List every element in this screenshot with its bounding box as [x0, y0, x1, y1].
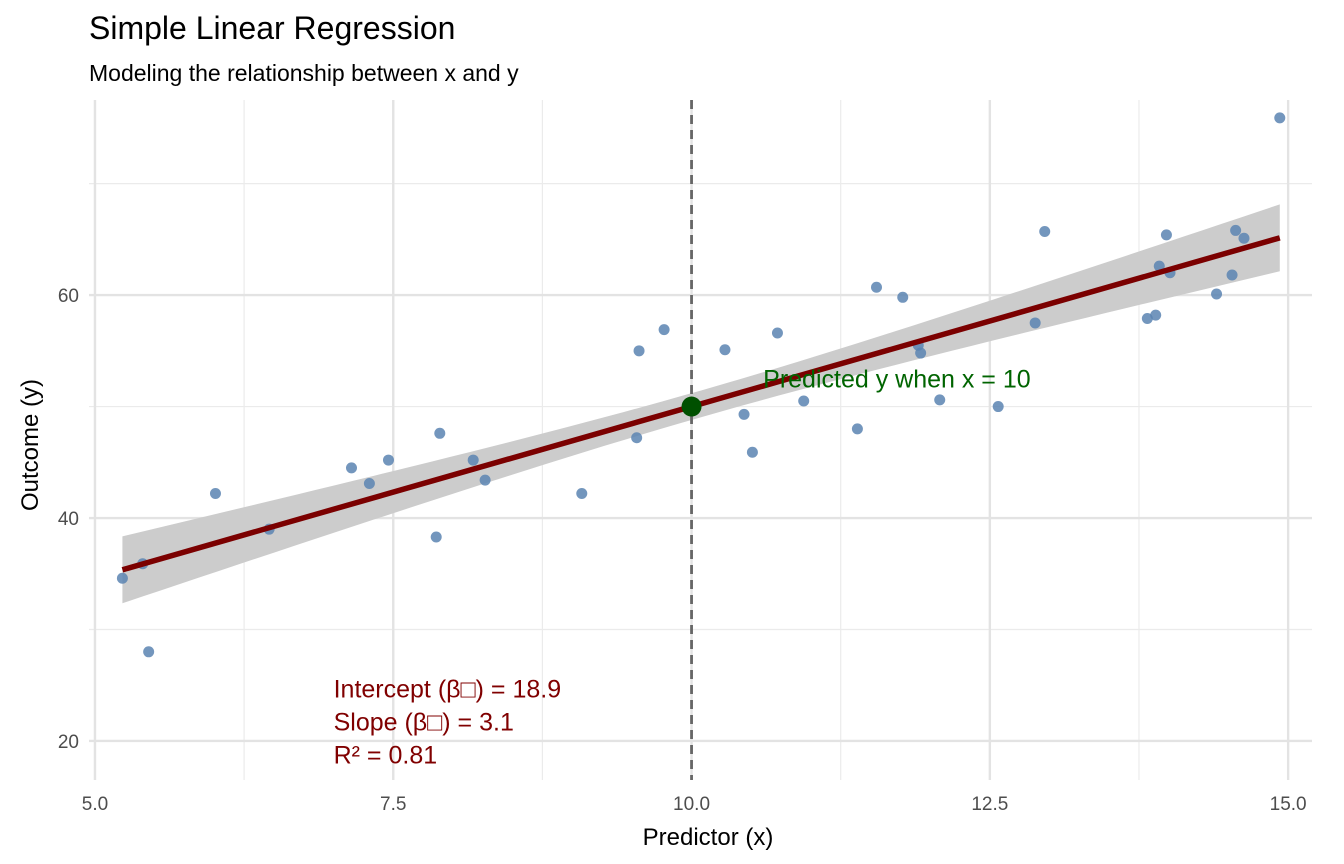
x-tick-label: 12.5 [971, 794, 1008, 815]
data-point [658, 324, 670, 336]
data-point [430, 531, 442, 543]
data-point [209, 488, 221, 500]
data-point [1150, 309, 1162, 321]
data-point [479, 474, 491, 486]
x-tick-label: 7.5 [380, 794, 406, 815]
x-tick-label: 10.0 [673, 794, 710, 815]
data-point [934, 394, 946, 406]
data-point [633, 345, 645, 357]
y-tick-label: 60 [58, 286, 79, 307]
data-point [915, 347, 927, 359]
data-point [1230, 224, 1242, 236]
tick-labels-layer: 5.0 7.5 10.0 12.5 15.0 20 40 60 [58, 286, 1307, 815]
data-point [1226, 269, 1238, 281]
predicted-label: Predicted y when x = 10 [763, 366, 1031, 394]
data-point [1160, 229, 1172, 241]
chart-subtitle: Modeling the relationship between x and … [89, 60, 519, 86]
stats-line: Intercept (β□) = 18.9 [334, 675, 562, 703]
y-tick-label: 20 [58, 732, 79, 753]
predicted-point [681, 396, 702, 417]
data-point [116, 572, 128, 584]
grid-layer [89, 100, 1312, 780]
data-point [746, 446, 758, 458]
data-point [434, 427, 446, 439]
data-point [1238, 232, 1250, 244]
y-axis-title: Outcome (y) [17, 379, 44, 511]
data-point [870, 281, 882, 293]
data-point [363, 477, 375, 489]
data-point [1274, 112, 1286, 124]
annotations-layer: Predicted y when x = 10 Intercept (β□) = … [334, 366, 1031, 770]
data-point [631, 432, 643, 444]
data-point [1211, 288, 1223, 300]
data-point [345, 462, 357, 474]
data-point [897, 291, 909, 303]
x-axis-title: Predictor (x) [643, 824, 774, 851]
stats-line: R² = 0.81 [334, 741, 438, 769]
x-tick-label: 15.0 [1270, 794, 1307, 815]
fit-line-layer [121, 235, 1281, 573]
data-point [738, 408, 750, 420]
y-tick-label: 40 [58, 509, 79, 530]
chart-title: Simple Linear Regression [89, 10, 456, 46]
data-point [1029, 317, 1041, 329]
data-point [576, 488, 588, 500]
data-point [1141, 312, 1153, 324]
data-points-layer [116, 112, 1286, 658]
data-point [851, 423, 863, 435]
data-point [143, 646, 155, 658]
data-point [771, 327, 783, 339]
data-point [992, 401, 1004, 413]
data-point [1039, 226, 1051, 238]
data-point [719, 344, 731, 356]
data-point [382, 454, 394, 466]
x-tick-label: 5.0 [82, 794, 108, 815]
data-point [798, 395, 810, 407]
stats-line: Slope (β□) = 3.1 [334, 708, 514, 736]
data-point [467, 454, 479, 466]
